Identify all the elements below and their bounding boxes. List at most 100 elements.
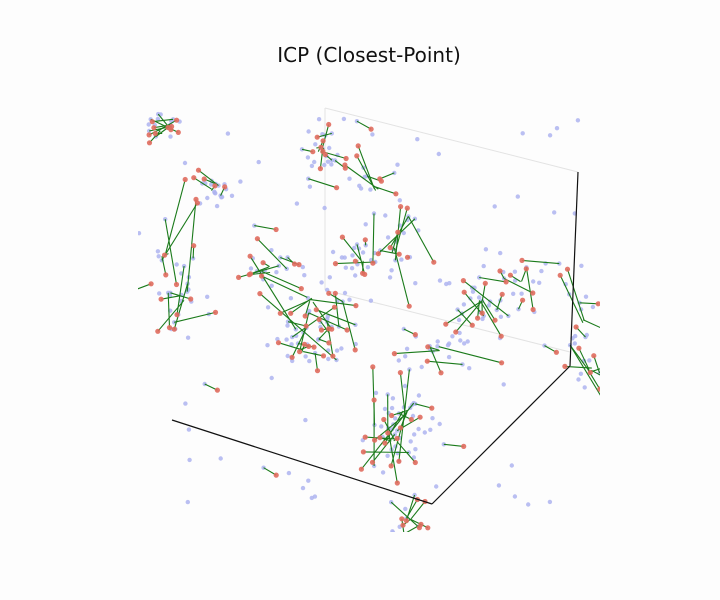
target-point-100 bbox=[382, 406, 388, 412]
target-point-164 bbox=[579, 263, 584, 268]
correspondence-line-38 bbox=[379, 172, 395, 180]
source-point-108 bbox=[314, 368, 321, 374]
target-point-261 bbox=[349, 266, 355, 271]
target-point-26 bbox=[342, 290, 348, 296]
target-point-147 bbox=[537, 280, 542, 285]
target-point-20 bbox=[205, 294, 210, 299]
correspondence-line-4 bbox=[164, 179, 186, 255]
target-point-169 bbox=[590, 304, 596, 310]
source-point-73 bbox=[469, 322, 475, 328]
target-point-163 bbox=[583, 294, 589, 299]
target-point-333 bbox=[437, 278, 443, 283]
source-point-90 bbox=[601, 326, 606, 331]
target-point-149 bbox=[511, 291, 516, 296]
source-point-109 bbox=[306, 343, 312, 349]
target-point-30 bbox=[300, 264, 305, 270]
correspondence-line-51 bbox=[384, 410, 404, 444]
source-point-138 bbox=[339, 234, 345, 240]
target-point-179 bbox=[576, 377, 581, 382]
target-point-267 bbox=[350, 253, 355, 258]
source-point-34 bbox=[354, 153, 360, 159]
source-point-104 bbox=[289, 354, 295, 360]
correspondence-line-107 bbox=[287, 321, 307, 327]
target-point-255 bbox=[457, 330, 462, 336]
source-point-154 bbox=[317, 166, 323, 172]
source-point-42 bbox=[396, 251, 402, 257]
target-point-339 bbox=[456, 317, 462, 323]
source-point-164 bbox=[296, 262, 302, 268]
source-point-100 bbox=[591, 353, 597, 359]
correspondence-line-90 bbox=[582, 319, 600, 329]
source-point-169 bbox=[214, 387, 220, 393]
target-point-268 bbox=[339, 255, 345, 260]
source-point-140 bbox=[332, 261, 339, 267]
source-point-78 bbox=[503, 279, 509, 285]
source-point-96 bbox=[576, 345, 582, 351]
correspondence-line-31 bbox=[308, 312, 348, 331]
target-point-102 bbox=[407, 367, 412, 372]
correspondence-line-110 bbox=[193, 177, 212, 190]
target-point-191 bbox=[303, 354, 308, 359]
target-point-64 bbox=[385, 235, 391, 240]
target-point-87 bbox=[393, 416, 398, 421]
correspondence-line-60 bbox=[388, 433, 398, 484]
target-point-362 bbox=[476, 295, 482, 300]
correspondence-line-85 bbox=[521, 259, 560, 265]
source-point-26 bbox=[330, 353, 336, 359]
source-point-25 bbox=[313, 307, 319, 313]
target-point-233 bbox=[403, 506, 408, 512]
target-point-281 bbox=[325, 159, 331, 164]
source-point-137 bbox=[424, 358, 430, 364]
correspondence-line-15 bbox=[291, 306, 335, 338]
target-point-237 bbox=[390, 529, 395, 532]
correspondence-line-37 bbox=[372, 185, 397, 195]
source-point-50 bbox=[385, 430, 391, 436]
target-point-343 bbox=[492, 204, 497, 209]
target-point-238 bbox=[450, 334, 455, 339]
target-point-230 bbox=[403, 531, 405, 532]
target-point-138 bbox=[470, 289, 476, 294]
source-point-98 bbox=[597, 386, 600, 392]
source-point-165 bbox=[408, 416, 414, 423]
source-point-119 bbox=[146, 132, 152, 138]
target-point-131 bbox=[461, 302, 467, 307]
target-point-363 bbox=[509, 463, 514, 468]
correspondence-line-57 bbox=[399, 372, 406, 412]
target-point-291 bbox=[313, 142, 318, 147]
source-point-74 bbox=[475, 315, 481, 321]
target-point-189 bbox=[265, 343, 270, 348]
target-point-334 bbox=[408, 439, 413, 444]
correspondence-line-71 bbox=[455, 300, 483, 333]
target-point-240 bbox=[403, 354, 408, 359]
target-point-371 bbox=[183, 401, 188, 406]
source-point-5 bbox=[162, 252, 168, 258]
source-point-19 bbox=[288, 310, 294, 316]
correspondence-line-65 bbox=[383, 419, 395, 440]
source-point-77 bbox=[492, 317, 498, 323]
target-point-108 bbox=[411, 455, 417, 460]
target-point-314 bbox=[182, 160, 188, 166]
target-point-306 bbox=[542, 343, 547, 348]
source-point-166 bbox=[553, 349, 560, 355]
target-point-323 bbox=[341, 116, 347, 122]
source-point-139 bbox=[352, 258, 358, 264]
source-point-44 bbox=[398, 204, 404, 210]
correspondence-line-113 bbox=[198, 169, 219, 187]
source-point-118 bbox=[175, 129, 181, 135]
target-point-357 bbox=[238, 179, 243, 184]
source-point-43 bbox=[375, 251, 381, 257]
correspondence-line-76 bbox=[480, 301, 502, 337]
source-point-167 bbox=[273, 472, 279, 478]
correspondence-line-9 bbox=[157, 299, 185, 332]
source-point-33 bbox=[297, 349, 303, 355]
source-point-149 bbox=[236, 274, 242, 280]
source-point-63 bbox=[394, 435, 400, 442]
source-point-31 bbox=[344, 327, 350, 333]
source-point-136 bbox=[438, 370, 444, 376]
target-point-137 bbox=[447, 281, 452, 286]
source-point-123 bbox=[151, 125, 157, 131]
source-point-37 bbox=[393, 191, 399, 197]
target-point-84 bbox=[399, 257, 404, 262]
target-point-21 bbox=[181, 263, 187, 269]
